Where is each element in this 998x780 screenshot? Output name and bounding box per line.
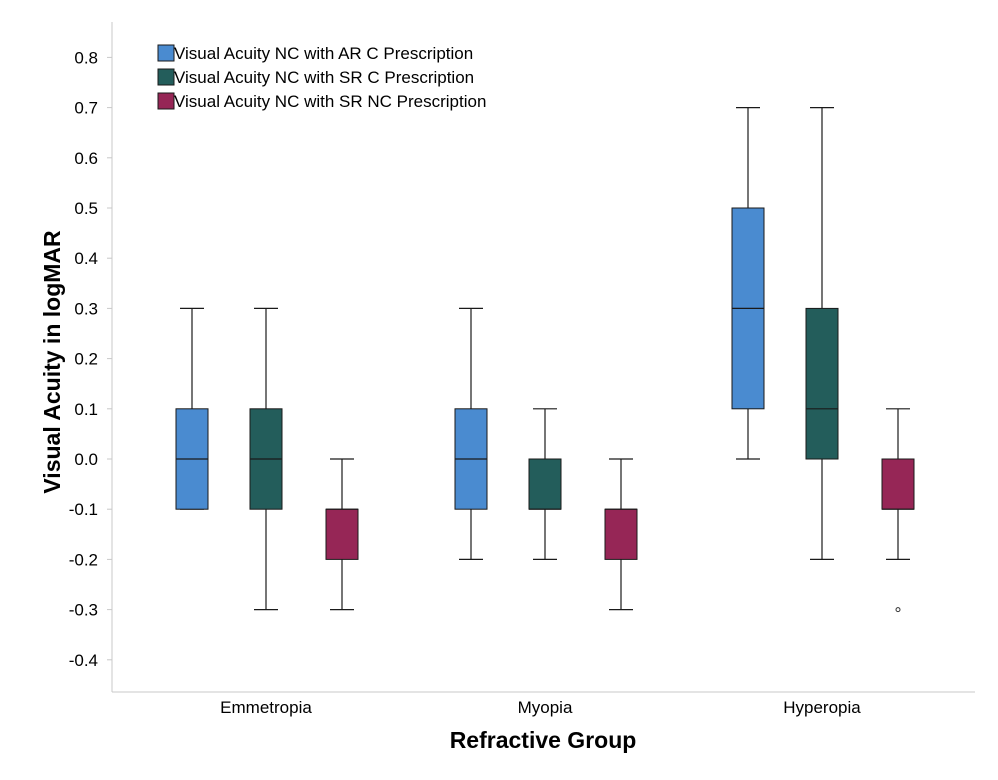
- legend-label: Visual Acuity NC with AR C Prescription: [174, 44, 473, 63]
- legend-swatch: [157, 68, 175, 86]
- y-tick-label: 0.8: [74, 48, 98, 67]
- outlier-point: [895, 607, 901, 613]
- legend-label: Visual Acuity NC with SR C Prescription: [174, 68, 474, 87]
- x-category-label: Myopia: [518, 698, 573, 717]
- y-tick-label: -0.1: [69, 500, 98, 519]
- y-tick-label: 0.0: [74, 450, 98, 469]
- box-emmetropia: [325, 508, 359, 560]
- legend-swatch: [157, 92, 175, 110]
- x-category-label: Emmetropia: [220, 698, 312, 717]
- box-hyperopia: [805, 307, 839, 460]
- y-tick-label: 0.3: [74, 299, 98, 318]
- y-tick-label: -0.4: [69, 651, 98, 670]
- y-tick-label: 0.1: [74, 400, 98, 419]
- y-axis-title: Visual Acuity in logMAR: [39, 230, 65, 494]
- y-tick-label: -0.2: [69, 550, 98, 569]
- x-category-label: Hyperopia: [783, 698, 861, 717]
- x-axis-title: Refractive Group: [450, 727, 637, 753]
- box-hyperopia: [881, 458, 915, 510]
- box-myopia: [528, 458, 562, 510]
- y-tick-label: 0.2: [74, 350, 98, 369]
- legend-swatch: [157, 44, 175, 62]
- y-tick-label: 0.4: [74, 249, 98, 268]
- y-tick-label: 0.7: [74, 99, 98, 118]
- y-tick-label: 0.5: [74, 199, 98, 218]
- box-myopia: [604, 508, 638, 560]
- legend-label: Visual Acuity NC with SR NC Prescription: [174, 92, 486, 111]
- y-tick-label: 0.6: [74, 149, 98, 168]
- y-tick-label: -0.3: [69, 601, 98, 620]
